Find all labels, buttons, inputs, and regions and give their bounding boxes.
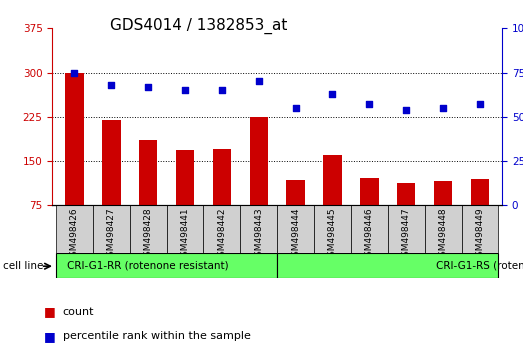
FancyBboxPatch shape bbox=[56, 253, 277, 278]
Text: GSM498445: GSM498445 bbox=[328, 208, 337, 262]
FancyBboxPatch shape bbox=[56, 205, 93, 253]
Point bbox=[218, 87, 226, 93]
FancyBboxPatch shape bbox=[241, 205, 277, 253]
Text: percentile rank within the sample: percentile rank within the sample bbox=[63, 331, 251, 341]
Point bbox=[144, 84, 152, 90]
Text: GSM498444: GSM498444 bbox=[291, 208, 300, 262]
Text: GSM498447: GSM498447 bbox=[402, 208, 411, 262]
Point bbox=[107, 82, 116, 88]
Text: GSM498428: GSM498428 bbox=[144, 208, 153, 262]
Bar bbox=[287, 180, 305, 205]
Text: GSM498442: GSM498442 bbox=[218, 208, 226, 262]
FancyBboxPatch shape bbox=[425, 205, 461, 253]
FancyBboxPatch shape bbox=[461, 205, 498, 253]
Bar bbox=[176, 150, 194, 205]
Point bbox=[402, 107, 411, 113]
Text: ■: ■ bbox=[44, 330, 55, 343]
Point bbox=[181, 87, 189, 93]
FancyBboxPatch shape bbox=[277, 205, 314, 253]
Text: GSM498443: GSM498443 bbox=[254, 208, 263, 262]
FancyBboxPatch shape bbox=[93, 205, 130, 253]
Bar bbox=[139, 141, 157, 205]
FancyBboxPatch shape bbox=[277, 253, 498, 278]
FancyBboxPatch shape bbox=[351, 205, 388, 253]
Bar bbox=[102, 120, 120, 205]
Text: GSM498441: GSM498441 bbox=[180, 208, 189, 262]
FancyBboxPatch shape bbox=[130, 205, 167, 253]
Point bbox=[70, 70, 78, 75]
Bar bbox=[213, 149, 231, 205]
FancyBboxPatch shape bbox=[203, 205, 241, 253]
Text: CRI-G1-RS (rotenone sensitive): CRI-G1-RS (rotenone sensitive) bbox=[436, 261, 523, 270]
Bar bbox=[397, 183, 415, 205]
FancyBboxPatch shape bbox=[388, 205, 425, 253]
Text: CRI-G1-RR (rotenone resistant): CRI-G1-RR (rotenone resistant) bbox=[67, 261, 229, 270]
Bar bbox=[360, 178, 379, 205]
Point bbox=[255, 79, 263, 84]
Point bbox=[476, 102, 484, 107]
Bar bbox=[249, 117, 268, 205]
Text: GSM498448: GSM498448 bbox=[439, 208, 448, 262]
Text: cell line: cell line bbox=[3, 261, 43, 271]
Bar bbox=[434, 181, 452, 205]
Text: GSM498449: GSM498449 bbox=[475, 208, 484, 262]
Point bbox=[291, 105, 300, 111]
Point bbox=[328, 91, 337, 97]
FancyBboxPatch shape bbox=[167, 205, 203, 253]
Point bbox=[439, 105, 447, 111]
Text: GSM498427: GSM498427 bbox=[107, 208, 116, 262]
Text: GSM498446: GSM498446 bbox=[365, 208, 374, 262]
Point bbox=[365, 102, 373, 107]
Text: GSM498426: GSM498426 bbox=[70, 208, 79, 262]
Bar bbox=[65, 73, 84, 205]
Text: GDS4014 / 1382853_at: GDS4014 / 1382853_at bbox=[110, 18, 288, 34]
FancyBboxPatch shape bbox=[314, 205, 351, 253]
Bar bbox=[323, 155, 342, 205]
Bar bbox=[471, 179, 489, 205]
Text: count: count bbox=[63, 307, 94, 316]
Text: ■: ■ bbox=[44, 305, 55, 318]
